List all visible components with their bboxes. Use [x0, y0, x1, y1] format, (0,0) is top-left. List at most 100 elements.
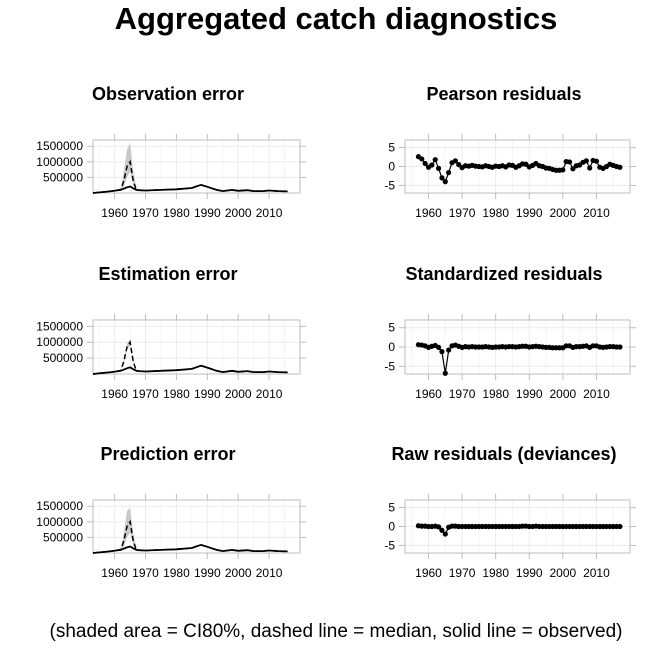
residual-point [560, 167, 566, 173]
x-tick-label: 2000 [225, 387, 252, 401]
panel-6: Raw residuals (deviances) 1960 1970 1980 199… [384, 444, 636, 580]
panel-1: Observation error 1960 1970 1980 1990 2000 201… [36, 84, 306, 220]
x-tick-label: 1970 [449, 206, 476, 220]
residual-point [442, 179, 448, 185]
x-tick-label: 2010 [583, 387, 610, 401]
residual-point [617, 523, 623, 530]
y-tick-label: 500000 [43, 530, 83, 544]
x-tick-label: 1970 [132, 566, 159, 580]
x-tick-label: 2000 [549, 206, 576, 220]
panel-2: Pearson residuals 1960 1970 1980 1990 2000 201… [384, 84, 636, 220]
residual-point [587, 165, 593, 171]
figure-title: Aggregated catch diagnostics [114, 1, 558, 36]
x-tick-label: 2000 [549, 566, 576, 580]
residual-point [435, 165, 442, 171]
y-tick-label: 500000 [43, 170, 83, 184]
x-tick-label: 1970 [449, 387, 476, 401]
residual-point [566, 159, 573, 165]
panel-title: Prediction error [100, 444, 235, 464]
x-tick-label: 1960 [101, 387, 128, 401]
residual-point [432, 157, 438, 163]
x-tick-label: 2010 [256, 206, 283, 220]
x-tick-label: 1990 [194, 566, 221, 580]
residual-point [442, 370, 448, 376]
residual-point [446, 347, 452, 353]
y-tick-label: 500000 [43, 351, 83, 365]
x-tick-label: 2010 [256, 566, 283, 580]
x-tick-label: 1970 [132, 387, 159, 401]
residual-point [439, 349, 445, 355]
observed-line [92, 183, 288, 194]
panel-3: Estimation error 1960 1970 1980 1990 2000 2010… [36, 264, 306, 401]
residual-point [435, 524, 442, 530]
x-tick-label: 2000 [549, 387, 576, 401]
panel-title: Pearson residuals [426, 84, 581, 104]
residual-point [419, 156, 425, 162]
y-tick-label: 1500000 [36, 319, 83, 333]
residual-point [439, 175, 445, 181]
residual-point [429, 162, 435, 168]
y-tick-label: 0 [388, 340, 395, 354]
x-tick-label: 1960 [101, 566, 128, 580]
residual-point [593, 158, 600, 164]
y-tick-label: 5 [388, 501, 395, 515]
plot-frame [92, 319, 301, 375]
observed-line [92, 364, 288, 375]
observed-line [92, 543, 288, 554]
y-tick-label: 5 [388, 321, 395, 335]
x-tick-label: 1980 [163, 387, 190, 401]
residual-point [617, 164, 623, 170]
x-tick-label: 1970 [132, 206, 159, 220]
plot-frame [92, 139, 301, 194]
residual-point [570, 166, 576, 172]
ci80-band [93, 507, 288, 553]
panel-4: Standardized residuals 1960 1970 1980 1990 20… [384, 264, 636, 401]
panel-title: Raw residuals (deviances) [391, 444, 616, 464]
y-tick-label: 1000000 [36, 155, 83, 169]
x-tick-label: 1980 [482, 206, 509, 220]
x-tick-label: 1960 [415, 387, 442, 401]
x-tick-label: 1980 [163, 206, 190, 220]
x-tick-label: 1990 [516, 387, 543, 401]
x-tick-label: 1990 [516, 566, 543, 580]
x-tick-label: 2010 [256, 387, 283, 401]
x-tick-label: 1990 [194, 206, 221, 220]
residual-point [442, 531, 448, 537]
y-tick-label: -5 [384, 359, 395, 373]
y-tick-label: 0 [388, 160, 395, 174]
residual-point [452, 158, 458, 164]
panel-title: Standardized residuals [405, 264, 602, 284]
residual-point [617, 344, 623, 350]
y-tick-label: 1000000 [36, 335, 83, 349]
x-tick-label: 2010 [583, 206, 610, 220]
y-tick-label: -5 [384, 178, 395, 192]
x-tick-label: 1990 [516, 206, 543, 220]
ci80-band [93, 143, 288, 193]
x-tick-label: 1980 [482, 566, 509, 580]
residual-point [422, 160, 428, 167]
y-tick-label: 1000000 [36, 515, 83, 529]
y-tick-label: 5 [388, 141, 395, 155]
plot-frame [92, 499, 301, 554]
y-tick-label: 1500000 [36, 499, 83, 513]
panel-title: Observation error [92, 84, 244, 104]
x-tick-label: 1970 [449, 566, 476, 580]
x-tick-label: 1980 [163, 566, 190, 580]
residual-point [583, 158, 589, 164]
x-tick-label: 1990 [194, 387, 221, 401]
x-tick-label: 2000 [225, 206, 252, 220]
y-tick-label: 1500000 [36, 139, 83, 153]
x-tick-label: 1960 [415, 206, 442, 220]
figure-caption: (shaded area = CI80%, dashed line = medi… [49, 621, 623, 642]
x-tick-label: 1960 [415, 566, 442, 580]
residual-point [446, 169, 452, 176]
panel-title: Estimation error [98, 264, 237, 284]
y-tick-label: 0 [388, 520, 395, 534]
x-tick-label: 2010 [583, 566, 610, 580]
residual-point [439, 527, 445, 533]
x-tick-label: 1960 [101, 206, 128, 220]
x-tick-label: 1980 [482, 387, 509, 401]
panel-5: Prediction error 1960 1970 1980 1990 2000 2010… [36, 444, 306, 580]
residual-point [456, 162, 462, 168]
